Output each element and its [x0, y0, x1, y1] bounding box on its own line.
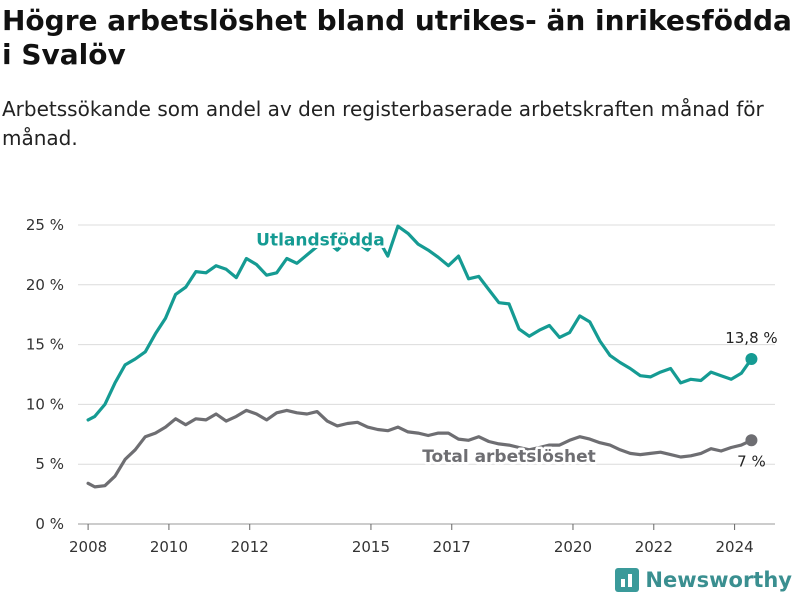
- series-end-label-0: 13,8 %: [725, 329, 777, 347]
- chart-title: Högre arbetslöshet bland utrikes- än inr…: [2, 4, 792, 71]
- y-tick-label: 5 %: [35, 455, 64, 473]
- x-tick-label: 2024: [716, 538, 754, 556]
- y-tick-label: 0 %: [35, 515, 64, 533]
- y-tick-label: 15 %: [26, 336, 64, 354]
- bar-chart-icon: [615, 568, 640, 592]
- y-tick-label: 25 %: [26, 216, 64, 234]
- x-tick-label: 2008: [69, 538, 107, 556]
- x-tick-label: 2010: [150, 538, 188, 556]
- x-tick-label: 2012: [231, 538, 269, 556]
- chart-subtitle: Arbetssökande som andel av den registerb…: [2, 97, 764, 150]
- brand-logo: Newsworthy: [615, 568, 792, 592]
- series-line-1: [86, 408, 753, 489]
- series-name-label-1: Total arbetslöshet: [422, 447, 596, 467]
- x-tick-label: 2015: [352, 538, 390, 556]
- x-tick-label: 2020: [554, 538, 592, 556]
- series-end-point-0: [745, 352, 758, 365]
- series-line-0: [86, 224, 753, 422]
- series-name-label-0: Utlandsfödda: [256, 230, 385, 250]
- series-end-label-1: 7 %: [737, 452, 766, 470]
- y-tick-label: 20 %: [26, 276, 64, 294]
- x-tick-label: 2022: [635, 538, 673, 556]
- y-tick-label: 10 %: [26, 395, 64, 413]
- brand-name: Newsworthy: [645, 568, 792, 592]
- series-end-point-1: [745, 434, 758, 447]
- x-tick-label: 2017: [433, 538, 471, 556]
